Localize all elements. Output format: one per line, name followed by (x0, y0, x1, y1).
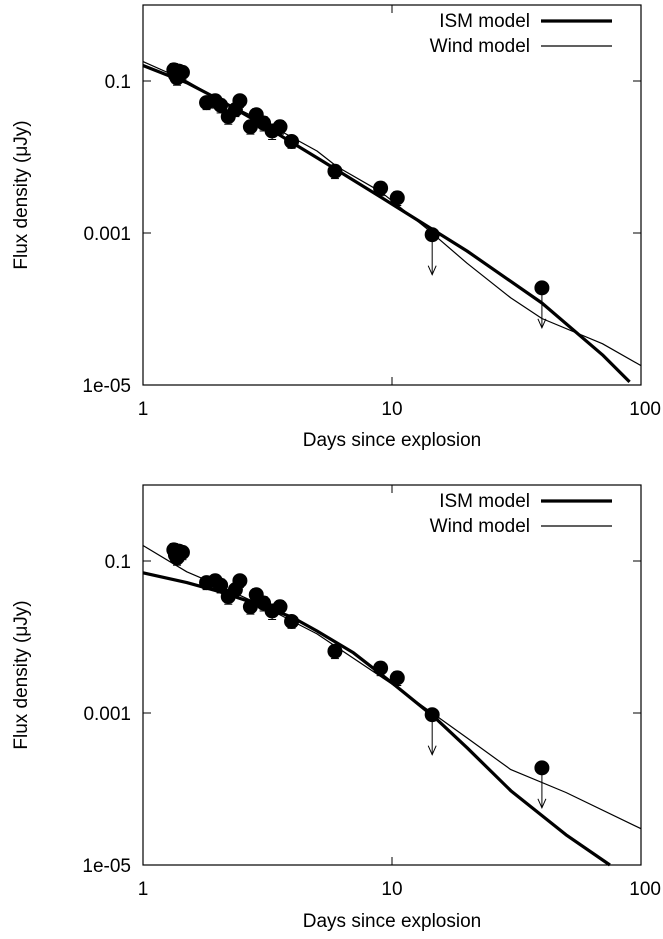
x-tick-label: 100 (629, 399, 661, 420)
chart-panel-top: 1 10 100 1e-05 0.001 0.1 Days since explosion… (11, 4, 661, 451)
y-axis-label: Flux density (μJy) (11, 600, 32, 749)
upper-limit-arrows (424, 227, 550, 330)
data-points (166, 62, 405, 206)
data-point (232, 573, 248, 589)
data-point (373, 660, 389, 676)
data-points (166, 542, 405, 686)
x-tick-label: 1 (138, 399, 149, 420)
x-axis-label: Days since explosion (303, 430, 481, 451)
series-line-ism-model (142, 571, 611, 867)
upper-limit-arrows (424, 707, 550, 810)
y-tick-label: 0.001 (83, 704, 131, 725)
upper-limit-arrow-head (427, 265, 437, 276)
data-point (373, 180, 389, 196)
x-tick-label: 100 (629, 879, 661, 900)
data-point (272, 119, 288, 135)
legend-label-wind: Wind model (430, 516, 530, 537)
data-point (174, 544, 190, 560)
chart-panel-bottom: 1 10 100 1e-05 0.001 0.1 Days since explosion… (11, 484, 661, 932)
data-point (284, 133, 300, 149)
data-point (272, 599, 288, 615)
data-point (213, 97, 229, 113)
y-tick-label: 0.1 (105, 72, 131, 93)
upper-limit-arrow-head (537, 798, 547, 810)
legend: ISM model Wind model (430, 11, 612, 57)
upper-limit-arrow-head (537, 318, 547, 330)
upper-limit-arrow-head (427, 745, 437, 756)
series-line-ism-model (142, 64, 631, 384)
data-point (242, 599, 258, 615)
legend-label-ism: ISM model (439, 11, 530, 32)
x-tick-label: 10 (381, 879, 402, 900)
legend-label-wind: Wind model (430, 36, 530, 57)
axis-ticks (142, 5, 642, 386)
y-tick-label: 1e-05 (82, 856, 131, 877)
data-point (232, 93, 248, 109)
data-point (213, 577, 229, 593)
x-tick-label: 10 (381, 399, 402, 420)
x-axis-label: Days since explosion (303, 911, 481, 932)
y-tick-label: 1e-05 (82, 376, 131, 397)
data-point (242, 119, 258, 135)
data-point (174, 64, 190, 80)
data-point (389, 670, 405, 686)
y-axis-label: Flux density (μJy) (11, 120, 32, 269)
data-point (327, 643, 343, 659)
axis-ticks (142, 485, 642, 866)
legend: ISM model Wind model (430, 491, 612, 537)
data-point (389, 190, 405, 206)
legend-label-ism: ISM model (439, 491, 530, 512)
tick-labels: 1 10 100 1e-05 0.001 0.1 (82, 72, 661, 420)
y-tick-label: 0.1 (105, 552, 131, 573)
data-point (327, 163, 343, 179)
tick-labels: 1 10 100 1e-05 0.001 0.1 (82, 552, 661, 900)
data-point (284, 613, 300, 629)
y-tick-label: 0.001 (83, 224, 131, 245)
x-tick-label: 1 (138, 879, 149, 900)
